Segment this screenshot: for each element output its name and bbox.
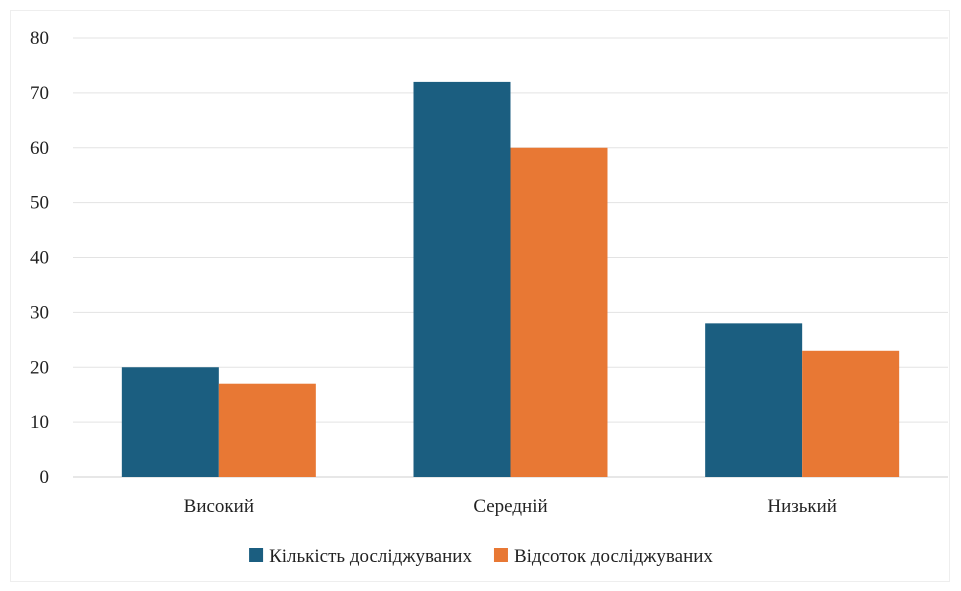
- y-tick-label-0: 0: [40, 467, 50, 488]
- x-axis-tick-labels: Високий Середній Низький: [184, 496, 837, 517]
- y-tick-label-20: 20: [30, 357, 49, 378]
- legend-label-2: Відсоток досліджуваних: [514, 546, 713, 567]
- bar-1-2: [413, 81, 511, 478]
- legend: Кількість досліджуваних Відсоток досліджу…: [249, 546, 713, 567]
- bars: [121, 81, 900, 478]
- legend-item-2: Відсоток досліджуваних: [493, 546, 713, 567]
- x-tick-label-1: Високий: [184, 496, 254, 517]
- legend-swatch-1: [249, 548, 264, 562]
- legend-swatch-2: [493, 548, 508, 562]
- y-tick-label-80: 80: [30, 28, 49, 49]
- y-axis-tick-labels: 0 10 20 30 40 50 60 70 80: [30, 28, 49, 488]
- bar-2-1: [218, 383, 316, 477]
- legend-label-1: Кількість досліджуваних: [269, 546, 472, 567]
- y-tick-label-50: 50: [30, 193, 49, 214]
- y-tick-label-60: 60: [30, 138, 49, 159]
- y-tick-label-40: 40: [30, 248, 49, 269]
- y-tick-label-70: 70: [30, 83, 49, 104]
- bar-1-1: [121, 367, 219, 477]
- bar-1-3: [705, 323, 803, 477]
- y-tick-label-30: 30: [30, 302, 49, 323]
- bar-2-2: [510, 147, 608, 477]
- bar-2-3: [802, 350, 900, 477]
- y-tick-label-10: 10: [30, 412, 49, 433]
- x-tick-label-3: Низький: [767, 496, 837, 517]
- x-tick-label-2: Середній: [473, 496, 547, 517]
- legend-item-1: Кількість досліджуваних: [249, 546, 472, 567]
